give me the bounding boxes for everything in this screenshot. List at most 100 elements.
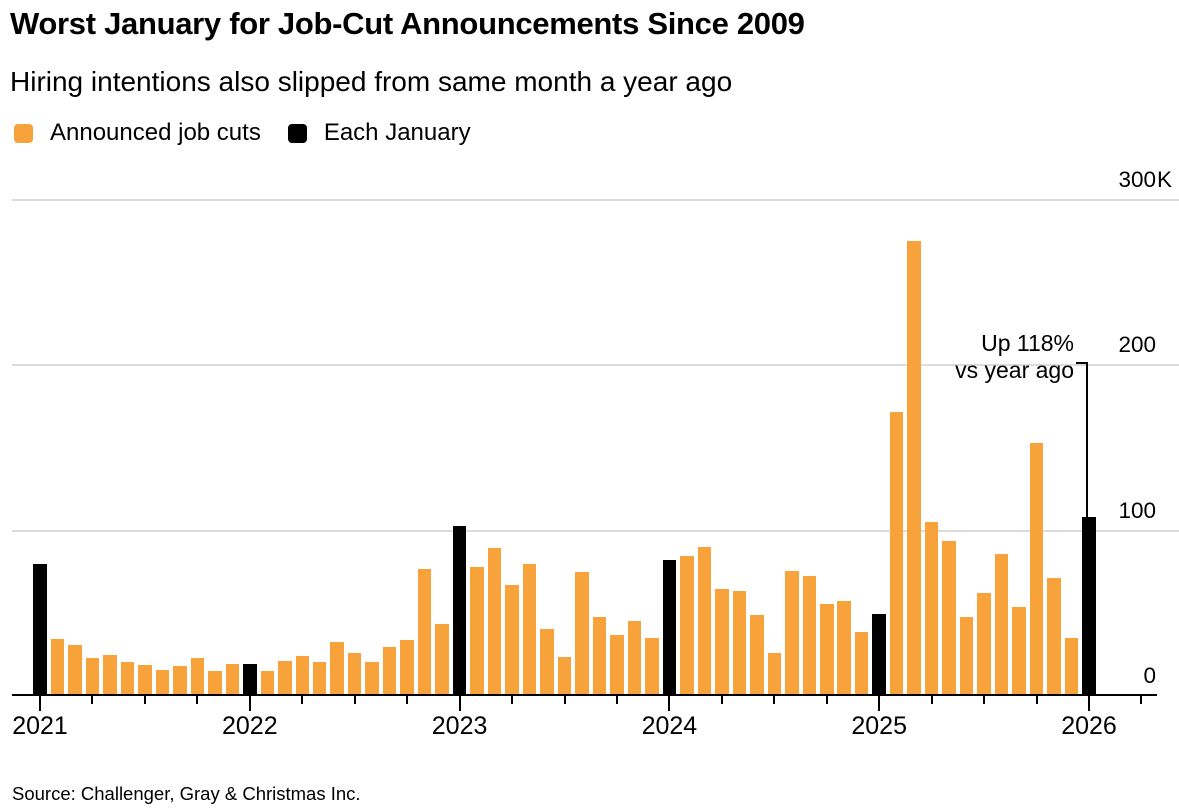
bar-2021-01 [33, 564, 47, 696]
bar-2024-11 [837, 600, 851, 696]
x-tick-label-2021: 2021 [12, 712, 68, 740]
bar-2023-10 [610, 635, 624, 696]
y-tick-suffix: K [1157, 167, 1173, 192]
y-tick-label-0: 0 [1143, 663, 1156, 688]
y-tick-label-100: 100 [1118, 497, 1156, 523]
bar-2021-05 [103, 655, 117, 696]
annotation-line-horizontal [1076, 362, 1086, 364]
legend-label: Announced job cuts [50, 119, 261, 146]
bar-2023-12 [645, 638, 659, 696]
annotation-line-vertical [1086, 362, 1088, 517]
legend-item-each-january: Each January [287, 119, 471, 147]
x-tick-minor [773, 696, 776, 704]
bar-2024-10 [820, 604, 834, 696]
bar-2021-03 [68, 645, 82, 696]
bar-2025-11 [1047, 578, 1061, 696]
bar-2021-08 [155, 670, 170, 696]
bar-2024-03 [697, 546, 712, 696]
bar-2022-04 [295, 655, 309, 696]
bar-2023-05 [522, 563, 537, 696]
x-tick-major-2025 [878, 696, 881, 711]
bar-2021-12 [225, 664, 240, 696]
chart-subtitle: Hiring intentions also slipped from same… [10, 66, 733, 97]
gridline [12, 529, 1179, 532]
bar-2023-11 [627, 620, 642, 696]
bar-2024-02 [680, 556, 694, 696]
x-tick-label-2023: 2023 [431, 712, 488, 740]
bar-2022-02 [260, 670, 275, 696]
bar-2023-09 [592, 617, 607, 696]
bar-2024-09 [802, 575, 817, 696]
x-tick-minor [983, 696, 986, 704]
bar-2022-01 [243, 664, 257, 696]
bar-2023-02 [470, 567, 484, 696]
bar-2025-10 [1029, 442, 1044, 696]
x-axis-line [12, 693, 1157, 696]
x-tick-label-2022: 2022 [221, 712, 278, 740]
source-note: Source: Challenger, Gray & Christmas Inc… [12, 783, 361, 804]
bar-2024-12 [854, 631, 869, 696]
orange-swatch-icon [14, 123, 33, 143]
bar-2024-06 [750, 615, 764, 696]
bar-2025-01 [872, 613, 886, 696]
x-tick-minor [825, 696, 828, 704]
bar-2022-07 [347, 653, 362, 696]
x-tick-minor [930, 696, 933, 704]
bar-2024-05 [732, 590, 747, 696]
bar-2022-12 [435, 623, 449, 696]
bar-2022-06 [330, 642, 344, 696]
bar-2022-09 [382, 646, 397, 696]
x-tick-major-2024 [668, 696, 671, 711]
bar-2024-08 [785, 570, 799, 696]
bar-2021-07 [138, 664, 152, 696]
bar-2023-01 [452, 525, 467, 696]
annotation-text-line1: Up 118% [981, 330, 1074, 356]
bar-2021-04 [85, 658, 100, 696]
annotation-text-line2: vs year ago [955, 357, 1074, 383]
bar-2025-12 [1064, 637, 1079, 696]
legend: Announced job cuts Each January [14, 119, 471, 147]
x-tick-label-2024: 2024 [641, 712, 698, 740]
chart-title: Worst January for Job-Cut Announcements … [10, 6, 805, 41]
bar-2025-07 [977, 593, 991, 696]
legend-label: Each January [323, 119, 471, 146]
bar-2025-03 [907, 241, 921, 696]
x-tick-minor [301, 696, 304, 704]
bar-2025-08 [994, 553, 1009, 696]
x-tick-minor [1140, 696, 1143, 704]
gridline [12, 364, 1179, 367]
x-tick-label-2025: 2025 [851, 712, 907, 740]
bar-2021-11 [208, 671, 222, 696]
black-swatch-icon [287, 123, 307, 143]
bar-2022-11 [417, 569, 432, 696]
bar-2025-06 [959, 616, 974, 696]
bar-2025-04 [924, 521, 939, 696]
x-tick-minor [196, 696, 199, 704]
bar-2021-02 [50, 638, 65, 696]
bar-2021-10 [190, 658, 205, 696]
legend-item-announced-job-cuts: Announced job cuts [14, 119, 261, 147]
x-tick-major-2021 [39, 696, 41, 711]
x-tick-minor [406, 696, 409, 704]
x-tick-minor [563, 696, 566, 704]
gridline [12, 199, 1179, 201]
bar-2021-06 [120, 662, 135, 696]
bar-2025-02 [889, 411, 904, 696]
x-tick-minor [1035, 696, 1038, 704]
bar-2023-04 [505, 585, 519, 696]
bar-2022-10 [400, 640, 414, 696]
bar-2025-09 [1012, 606, 1026, 696]
x-tick-minor [143, 696, 146, 704]
x-tick-minor [91, 696, 94, 704]
bar-2022-05 [312, 661, 327, 696]
bar-2025-05 [942, 540, 956, 696]
bar-2023-08 [575, 571, 589, 696]
x-tick-minor [353, 696, 356, 704]
bar-2021-09 [173, 666, 187, 696]
x-tick-minor [615, 696, 618, 704]
x-tick-minor [511, 696, 514, 704]
bar-2023-07 [557, 656, 572, 696]
bar-2024-07 [767, 653, 782, 696]
